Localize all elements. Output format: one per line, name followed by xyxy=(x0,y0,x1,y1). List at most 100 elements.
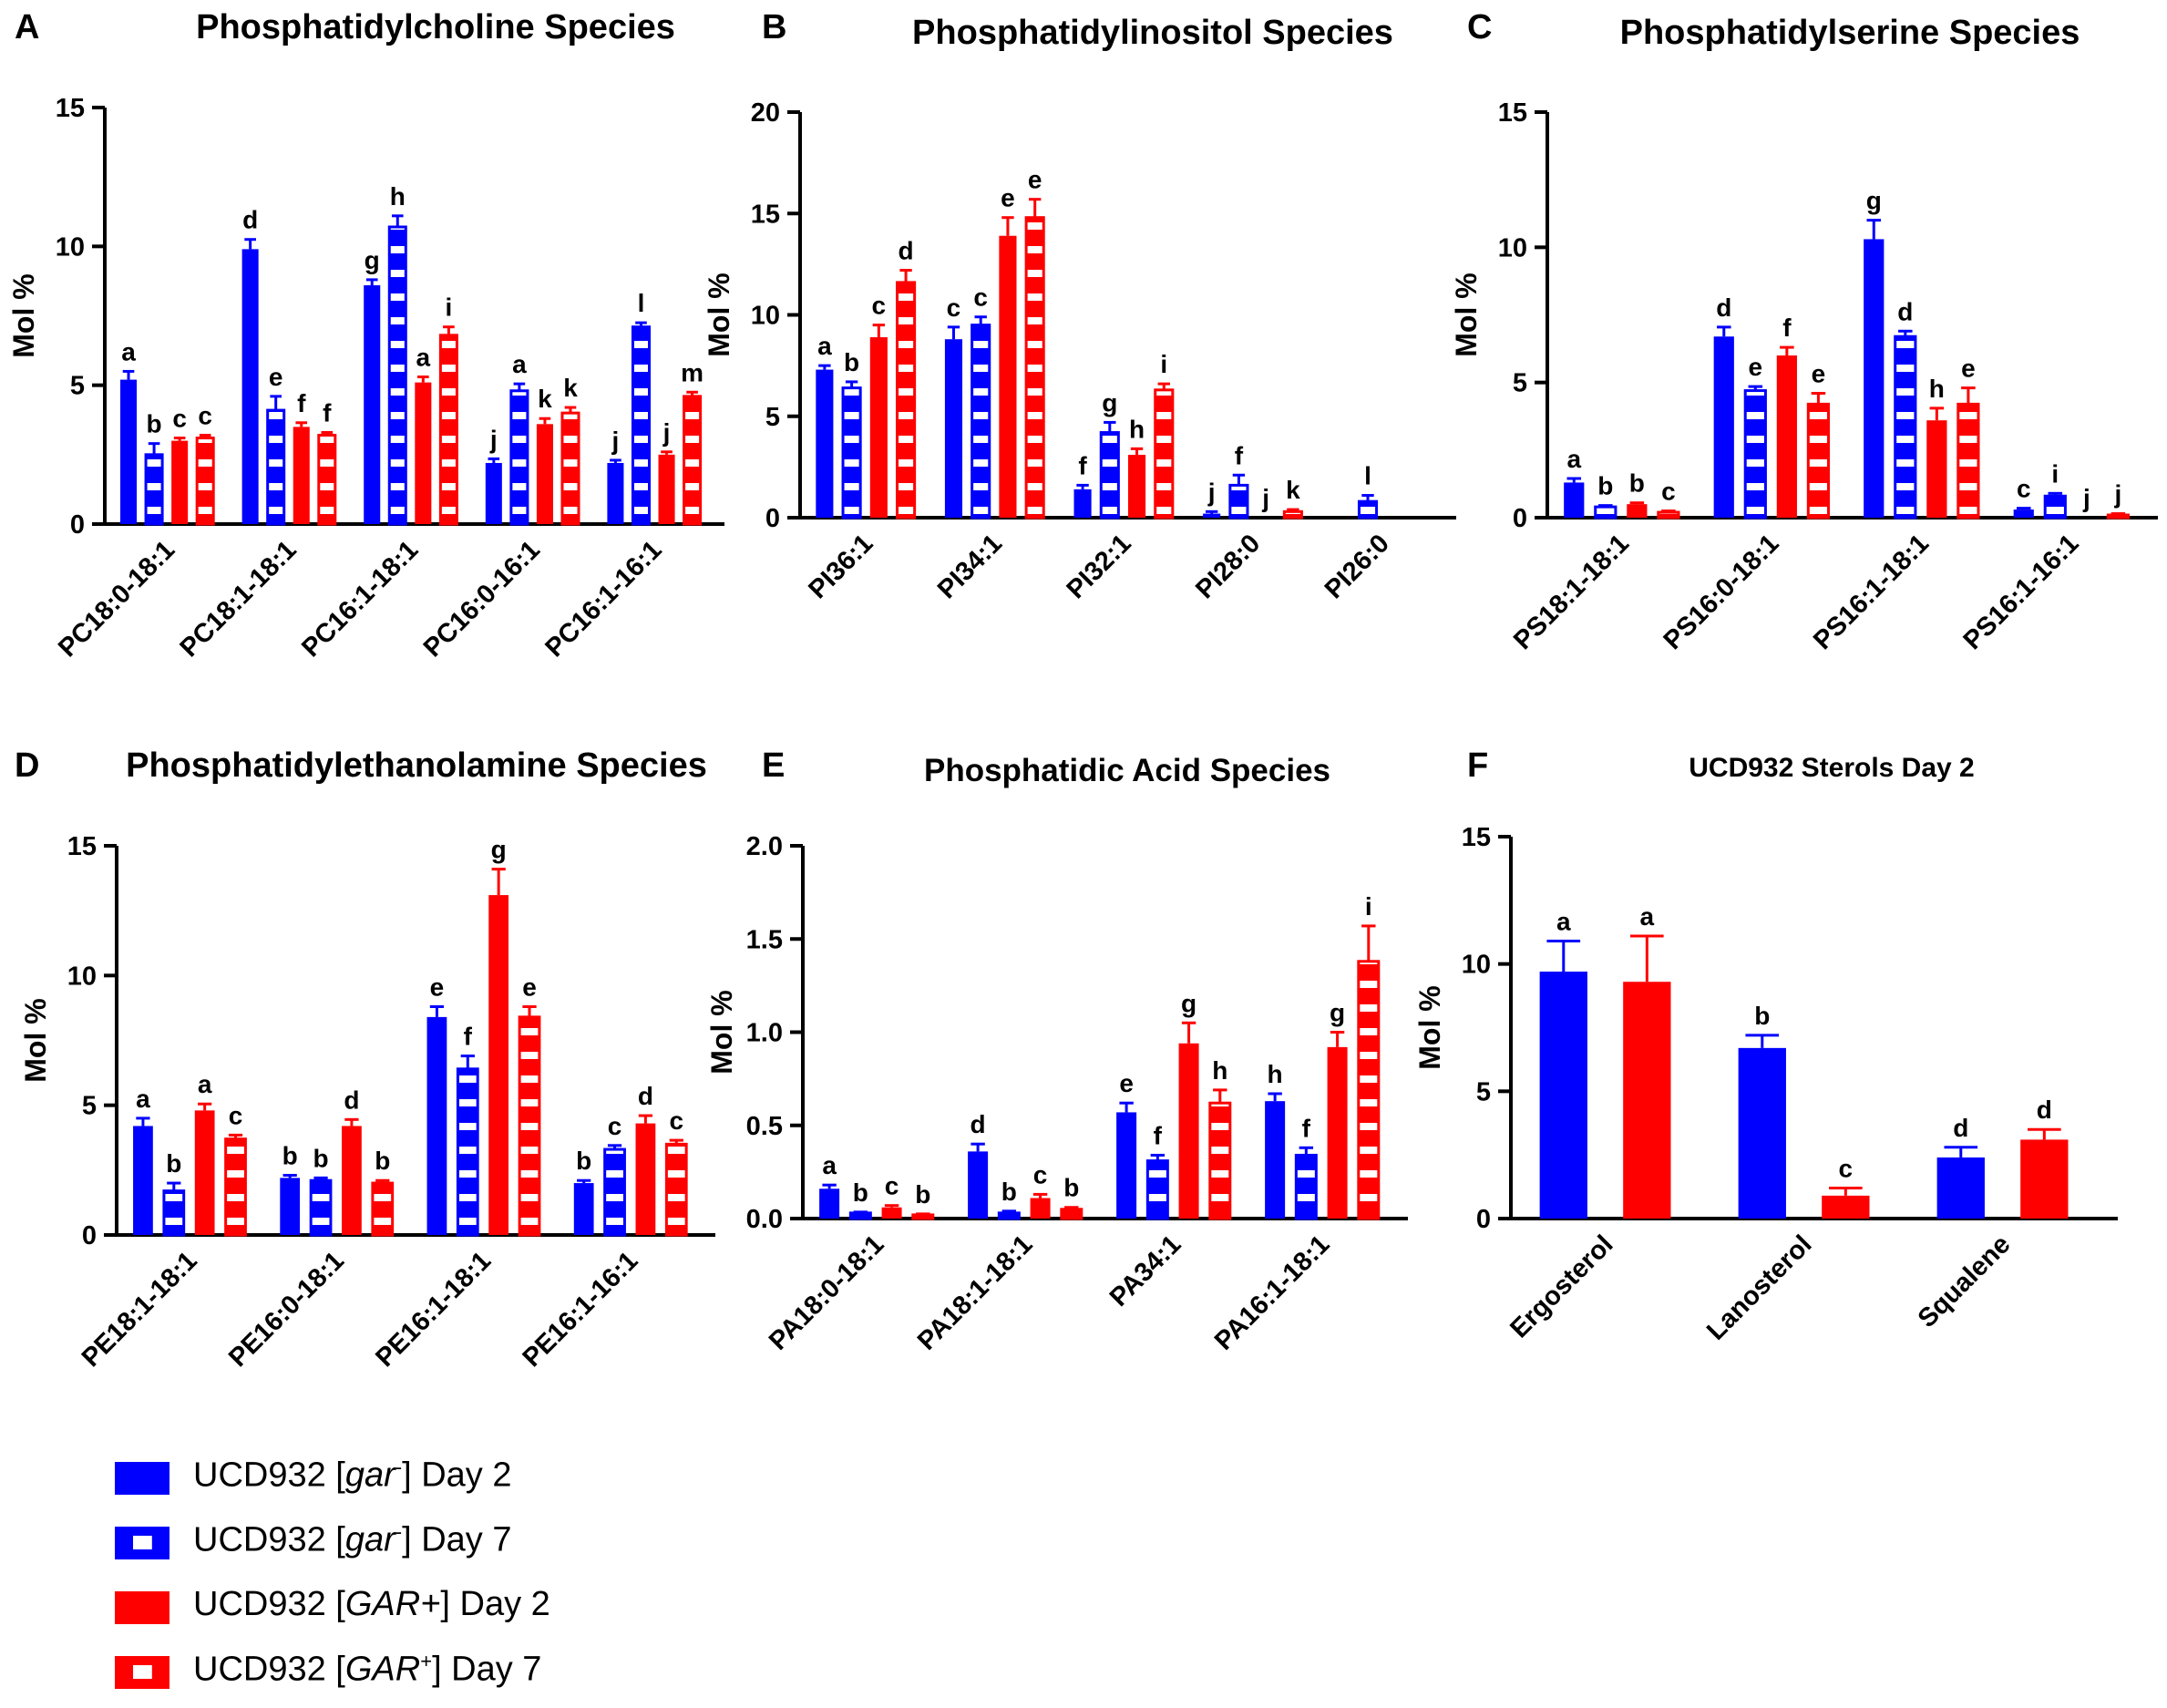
x-tick-label: PC16:0-16:1 xyxy=(418,535,546,663)
bar xyxy=(241,249,259,524)
y-tick-label: 15 xyxy=(1462,823,1491,852)
x-tick-label: PA34:1 xyxy=(1104,1230,1187,1312)
significance-letter: h xyxy=(1212,1056,1227,1085)
bar xyxy=(1154,388,1175,520)
y-axis-label: Mol % xyxy=(703,273,735,356)
x-tick-label: PI26:0 xyxy=(1320,529,1395,604)
legend-swatch xyxy=(115,1527,169,1559)
bar xyxy=(658,454,675,524)
significance-letter: a xyxy=(512,350,527,378)
significance-letter: d xyxy=(971,1110,986,1138)
significance-letter: c xyxy=(1839,1154,1854,1182)
significance-letter: c xyxy=(872,292,887,320)
bar xyxy=(819,1188,840,1219)
bar xyxy=(560,411,580,526)
significance-letter: h xyxy=(1929,375,1945,403)
bar xyxy=(415,382,432,524)
y-axis-label: Mol % xyxy=(7,273,40,357)
x-tick-label: PI34:1 xyxy=(932,529,1008,604)
bar xyxy=(607,462,624,524)
significance-letter: a xyxy=(198,1070,212,1098)
bar xyxy=(841,386,862,520)
significance-letter: d xyxy=(1716,293,1731,322)
bar xyxy=(1099,431,1120,520)
bar xyxy=(1265,1101,1286,1219)
y-tick-label: 10 xyxy=(67,962,97,991)
significance-letter: f xyxy=(1302,1114,1311,1142)
y-tick-label: 5 xyxy=(1476,1077,1491,1106)
y-tick-label: 0.5 xyxy=(746,1112,783,1141)
significance-letter: d xyxy=(2037,1096,2052,1124)
y-axis-label: Mol % xyxy=(705,990,738,1074)
significance-letter: m xyxy=(681,358,704,386)
bar xyxy=(371,1181,395,1237)
bar xyxy=(1116,1112,1137,1219)
significance-letter: i xyxy=(2051,459,2059,488)
y-tick-label: 0 xyxy=(70,510,85,540)
significance-letter: f xyxy=(464,1023,473,1051)
significance-letter: l xyxy=(1364,462,1371,490)
significance-letter: d xyxy=(1953,1114,1968,1142)
bar xyxy=(603,1147,626,1237)
bar xyxy=(968,1151,989,1219)
legend-label: UCD932 [gar-] Day 2 xyxy=(193,1456,512,1495)
significance-letter: e xyxy=(269,363,283,391)
bar xyxy=(1208,1101,1232,1220)
bar xyxy=(518,1015,541,1237)
panel-letter: C xyxy=(1467,8,1492,46)
x-tick-label: PS16:1-18:1 xyxy=(1808,529,1935,655)
x-tick-label: Ergosterol xyxy=(1505,1230,1618,1343)
significance-letter: e xyxy=(1001,184,1015,212)
chart-title: Phosphatidylethanolamine Species xyxy=(126,746,707,785)
y-tick-label: 5 xyxy=(765,403,780,432)
bar xyxy=(1282,509,1303,520)
significance-letter: e xyxy=(522,972,537,1001)
bar xyxy=(224,1137,247,1237)
x-tick-label: PA16:1-18:1 xyxy=(1209,1230,1336,1356)
bar xyxy=(1228,483,1249,520)
legend-label: UCD932 [gar-] Day 7 xyxy=(193,1520,512,1559)
x-tick-label: PC18:1-18:1 xyxy=(175,535,303,663)
significance-letter: e xyxy=(1028,166,1042,194)
bar xyxy=(456,1067,479,1237)
y-axis-label: Mol % xyxy=(1450,273,1483,356)
significance-letter: c xyxy=(885,1172,899,1200)
significance-letter: b xyxy=(166,1149,181,1178)
bar xyxy=(1357,499,1379,520)
significance-letter: c xyxy=(172,405,187,433)
bar xyxy=(573,1183,594,1235)
bar xyxy=(1060,1208,1084,1220)
significance-letter: h xyxy=(1268,1060,1283,1088)
bar xyxy=(2043,494,2067,520)
y-axis-label: Mol % xyxy=(19,998,52,1082)
y-tick-label: 15 xyxy=(751,200,780,229)
significance-letter: d xyxy=(242,206,258,234)
bar xyxy=(1738,1047,1786,1219)
significance-letter: c xyxy=(1661,478,1676,506)
bar xyxy=(1073,489,1092,518)
bar xyxy=(848,1211,872,1220)
bar xyxy=(488,895,509,1235)
significance-letter: f xyxy=(297,389,306,417)
significance-letter: c xyxy=(973,283,988,312)
significance-letter: i xyxy=(1160,350,1167,378)
significance-letter: c xyxy=(1033,1160,1048,1188)
bar xyxy=(1203,513,1221,518)
x-tick-label: PE16:0-18:1 xyxy=(223,1246,350,1373)
bar xyxy=(133,1126,153,1235)
y-tick-label: 0 xyxy=(1476,1205,1491,1234)
chart-title: UCD932 Sterols Day 2 xyxy=(1689,753,1974,783)
significance-letter: a xyxy=(1640,902,1655,931)
bar xyxy=(1894,334,1917,520)
significance-letter: i xyxy=(446,293,453,322)
significance-letter: e xyxy=(430,972,445,1001)
significance-letter: b xyxy=(1001,1178,1017,1206)
significance-letter: j xyxy=(662,418,671,447)
y-axis-label: Mol % xyxy=(1413,985,1446,1069)
x-tick-label: PA18:1-18:1 xyxy=(912,1230,1039,1356)
bar xyxy=(1713,336,1734,518)
bar xyxy=(944,339,963,518)
panel-letter: D xyxy=(15,746,39,785)
bar xyxy=(536,424,553,524)
bar xyxy=(194,1110,215,1235)
